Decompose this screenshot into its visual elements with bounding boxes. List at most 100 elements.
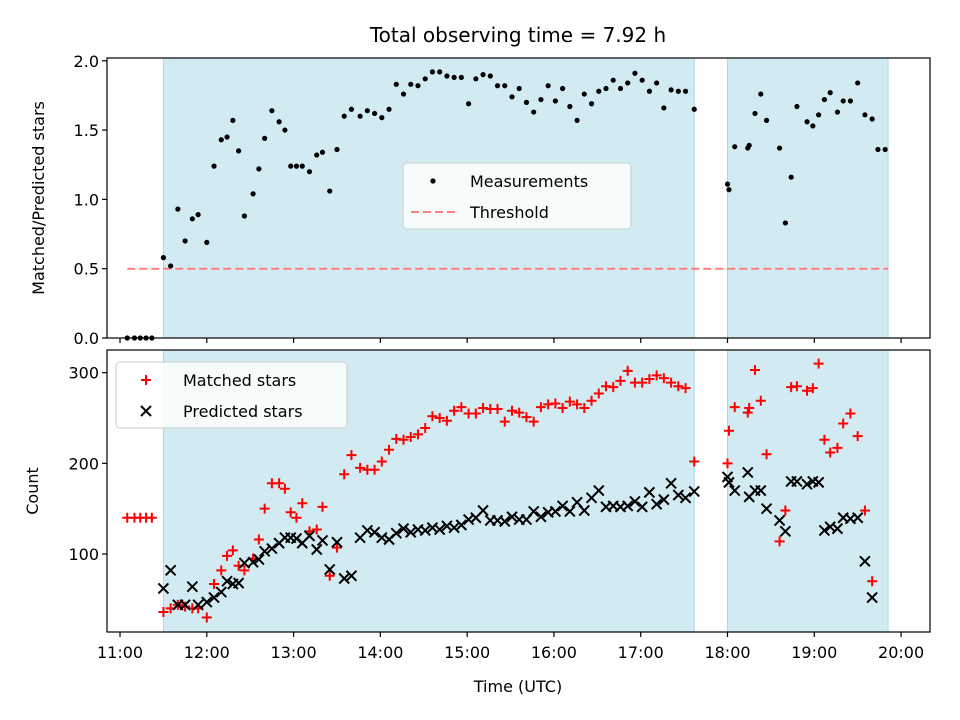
data-point [339, 469, 350, 480]
data-point [175, 206, 181, 212]
data-point [755, 395, 766, 406]
data-point [802, 385, 813, 396]
data-point [209, 578, 220, 589]
x-tick-label: 12:00 [184, 643, 230, 662]
data-point [682, 88, 689, 94]
x-axis-title: Time (UTC) [473, 677, 562, 696]
data-point [262, 135, 268, 141]
data-point [456, 402, 467, 413]
data-point [412, 429, 423, 440]
data-point [269, 108, 275, 114]
data-point [160, 255, 167, 261]
data-point [311, 543, 323, 556]
data-point [433, 523, 446, 536]
data-point [297, 498, 308, 509]
data-point [192, 599, 204, 611]
data-point [282, 127, 288, 133]
data-point [760, 502, 773, 515]
chart-title: Total observing time = 7.92 h [369, 23, 666, 47]
data-point [473, 76, 479, 82]
data-point [279, 483, 290, 494]
data-point [632, 70, 638, 76]
data-point [729, 484, 741, 497]
data-point [516, 85, 522, 92]
data-point [673, 381, 684, 392]
data-point [168, 263, 174, 269]
data-point [521, 412, 532, 423]
legend-marker [140, 405, 152, 417]
data-point [646, 88, 652, 94]
data-point [610, 77, 616, 83]
data-point [527, 505, 540, 518]
data-point [586, 395, 597, 406]
data-point [346, 450, 357, 461]
data-point [146, 512, 157, 523]
data-point [722, 458, 733, 469]
data-point [376, 456, 387, 467]
data-point [596, 88, 602, 94]
data-point [819, 434, 830, 445]
data-point [311, 524, 322, 535]
data-point [506, 511, 518, 523]
observing-window-shade [727, 57, 889, 339]
data-point [550, 398, 561, 409]
data-point [593, 388, 604, 399]
y-tick-label: 2.0 [74, 52, 99, 71]
data-point [247, 556, 259, 568]
data-point [451, 74, 457, 81]
data-point [509, 94, 515, 100]
data-point [859, 555, 871, 567]
x-tick-label: 11:00 [97, 643, 143, 662]
data-point [840, 98, 846, 104]
data-point [825, 447, 836, 458]
data-point [875, 146, 881, 153]
data-point [470, 408, 481, 419]
data-point [253, 534, 264, 545]
data-point [405, 432, 416, 443]
legend: Measurements Threshold [402, 162, 632, 230]
data-point [866, 591, 878, 604]
data-point [204, 239, 210, 245]
data-point [615, 375, 626, 386]
data-point [274, 478, 285, 489]
data-point [804, 119, 810, 125]
data-point [845, 408, 856, 419]
legend-label: Predicted stars [183, 402, 303, 421]
data-point [556, 500, 569, 512]
data-point [241, 213, 248, 219]
legend-label: Threshold [469, 203, 549, 222]
data-point [400, 91, 407, 97]
y-tick-label: 200 [68, 454, 99, 473]
legend-marker [141, 375, 151, 385]
data-point [813, 358, 824, 369]
data-point [208, 591, 220, 604]
data-point [629, 495, 641, 508]
data-point [236, 148, 242, 154]
data-point [531, 109, 537, 115]
data-point [429, 69, 436, 75]
data-point [869, 116, 875, 122]
data-point [371, 110, 378, 117]
data-point [816, 112, 822, 118]
data-point [357, 113, 363, 119]
data-point [726, 187, 732, 193]
data-point [779, 525, 792, 538]
data-point [689, 456, 700, 467]
data-point [578, 504, 591, 517]
data-point [882, 146, 888, 153]
data-point [834, 109, 841, 115]
data-point [338, 572, 350, 585]
y-tick-label: 0.0 [74, 329, 99, 348]
data-point [724, 181, 731, 187]
data-point [867, 576, 878, 587]
data-point [564, 396, 575, 407]
data-point [650, 498, 663, 510]
data-point [831, 522, 844, 535]
data-point [746, 142, 752, 148]
x-tick-label: 17:00 [618, 643, 664, 662]
x-tick-label: 15:00 [444, 643, 490, 662]
data-point [299, 163, 305, 169]
data-point [622, 365, 633, 376]
data-point [327, 188, 333, 194]
